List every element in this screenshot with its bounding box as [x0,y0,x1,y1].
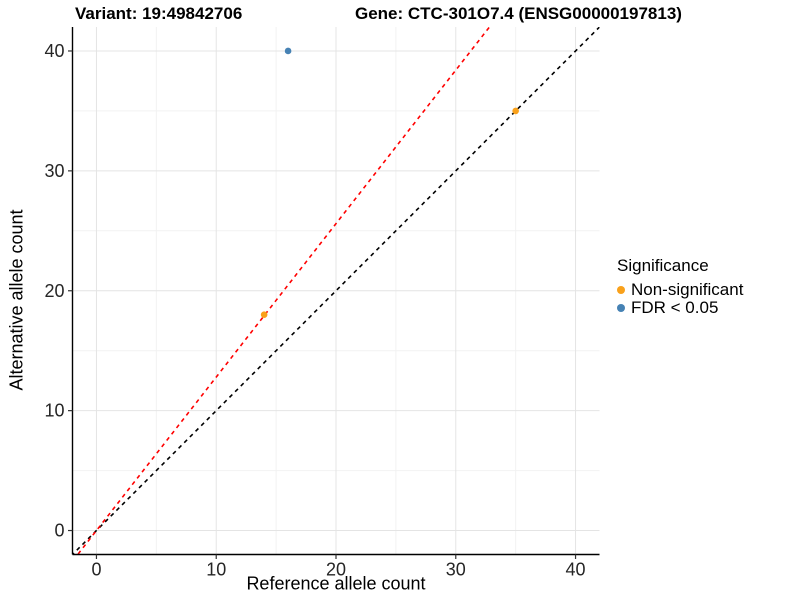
y-tick-label: 0 [54,521,64,541]
fdr-swatch-icon [617,304,625,312]
y-axis-title: Alternative allele count [6,209,27,391]
non-significant-swatch-icon [617,286,625,294]
legend-title: Significance [617,256,709,275]
legend-item-label: Non-significant [631,280,744,299]
x-tick-label: 30 [446,560,466,580]
x-tick-label: 0 [91,560,101,580]
legend-item-label: FDR < 0.05 [631,298,719,317]
data-point [260,311,268,319]
legend-item-non-significant: Non-significant [617,280,744,299]
expected-ratio-line [76,27,491,555]
data-point [512,107,519,115]
plot-title-gene: Gene: CTC-301O7.4 (ENSG00000197813) [355,4,682,23]
y-tick-label: 10 [44,401,64,421]
plot-title-variant: Variant: 19:49842706 [75,4,243,23]
x-tick-label: 20 [326,560,346,580]
y-tick-label: 30 [44,161,64,181]
y-tick-label: 40 [44,41,64,61]
y-tick-label: 20 [44,281,64,301]
x-tick-label: 40 [566,560,586,580]
legend: Significance Non-significant FDR < 0.05 [617,256,743,317]
x-axis-title: Reference allele count [246,573,426,594]
x-tick-label: 10 [206,560,226,580]
data-point [284,47,292,55]
legend-item-fdr: FDR < 0.05 [617,298,743,317]
